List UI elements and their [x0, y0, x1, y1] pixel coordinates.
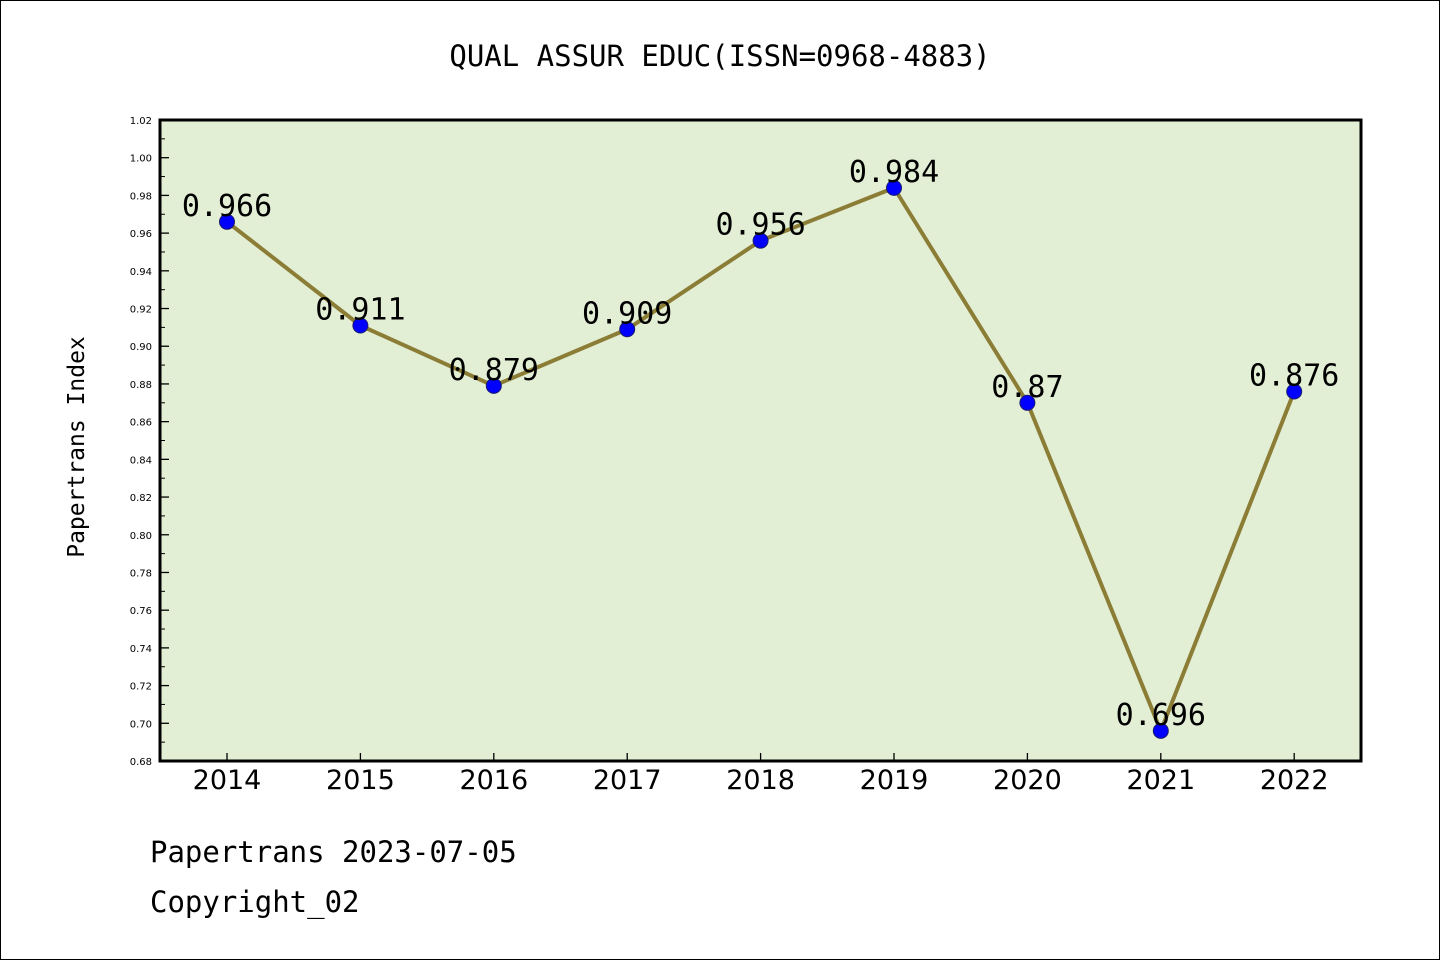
y-tick-label: 0.78 — [130, 568, 152, 579]
y-tick-label: 0.86 — [130, 418, 152, 429]
data-point — [1019, 394, 1036, 411]
y-tick-label: 0.96 — [130, 229, 152, 240]
y-tick-label: 0.88 — [130, 380, 152, 391]
y-tick-label: 0.82 — [130, 493, 152, 504]
data-labels: 0.966 0.911 0.879 0.909 0.956 0.984 0.87 0.696 0… — [182, 155, 1340, 733]
chart-title: QUAL ASSUR EDUC(ISSN=0968-4883) — [449, 39, 990, 73]
y-axis-label: Papertrans Index — [64, 336, 90, 558]
y-tick-label: 0.74 — [130, 644, 152, 655]
y-tick-label: 0.68 — [130, 757, 152, 768]
data-point — [352, 317, 369, 334]
x-tick-label: 2021 — [1126, 765, 1195, 796]
data-label: 0.876 — [1249, 358, 1339, 393]
y-tick-label: 0.94 — [130, 267, 152, 278]
data-point — [619, 321, 636, 338]
data-point — [219, 213, 235, 230]
y-tick-label: 1.00 — [130, 154, 152, 165]
y-tick-label: 0.70 — [130, 719, 152, 730]
x-tick-label: 2017 — [593, 765, 662, 796]
y-tick-label: 0.76 — [130, 606, 152, 617]
y-tick-label: 0.80 — [130, 531, 152, 542]
data-point — [485, 377, 502, 394]
x-tick-label: 2014 — [193, 765, 262, 796]
plot-area — [158, 118, 1363, 763]
y-tick-label: 0.92 — [130, 305, 152, 316]
y-tick-label: 0.90 — [130, 342, 152, 353]
data-label: 0.879 — [449, 353, 539, 388]
y-axis: 0.68 0.70 0.72 0.74 0.76 0.78 0.80 0.82 0.84 0.86… — [130, 116, 169, 768]
y-tick-label: 0.72 — [130, 682, 152, 693]
x-axis: 2014 2015 2016 2017 2018 2019 2020 2021 2022 — [193, 753, 1329, 796]
x-tick-label: 2020 — [993, 765, 1062, 796]
data-label: 0.911 — [315, 292, 405, 327]
y-tick-label: 0.84 — [130, 455, 152, 466]
series-group — [219, 179, 1303, 739]
footer-copyright: Copyright_02 — [150, 885, 360, 919]
data-label: 0.909 — [582, 296, 672, 331]
x-tick-label: 2015 — [326, 765, 395, 796]
data-label: 0.984 — [849, 155, 939, 190]
data-point — [886, 179, 902, 196]
data-point — [1286, 383, 1303, 400]
x-tick-label: 2019 — [860, 765, 929, 796]
data-point — [1152, 722, 1169, 739]
x-tick-label: 2022 — [1260, 765, 1329, 796]
data-point — [752, 232, 769, 249]
y-tick-label: 0.98 — [130, 191, 152, 202]
data-label: 0.956 — [715, 208, 805, 243]
x-tick-label: 2018 — [726, 765, 795, 796]
data-label: 0.696 — [1116, 698, 1206, 733]
footer-date: Papertrans 2023-07-05 — [150, 835, 517, 869]
x-tick-label: 2016 — [459, 765, 528, 796]
data-label: 0.87 — [991, 370, 1063, 405]
data-label: 0.966 — [182, 189, 272, 224]
y-tick-label: 1.02 — [130, 116, 152, 127]
